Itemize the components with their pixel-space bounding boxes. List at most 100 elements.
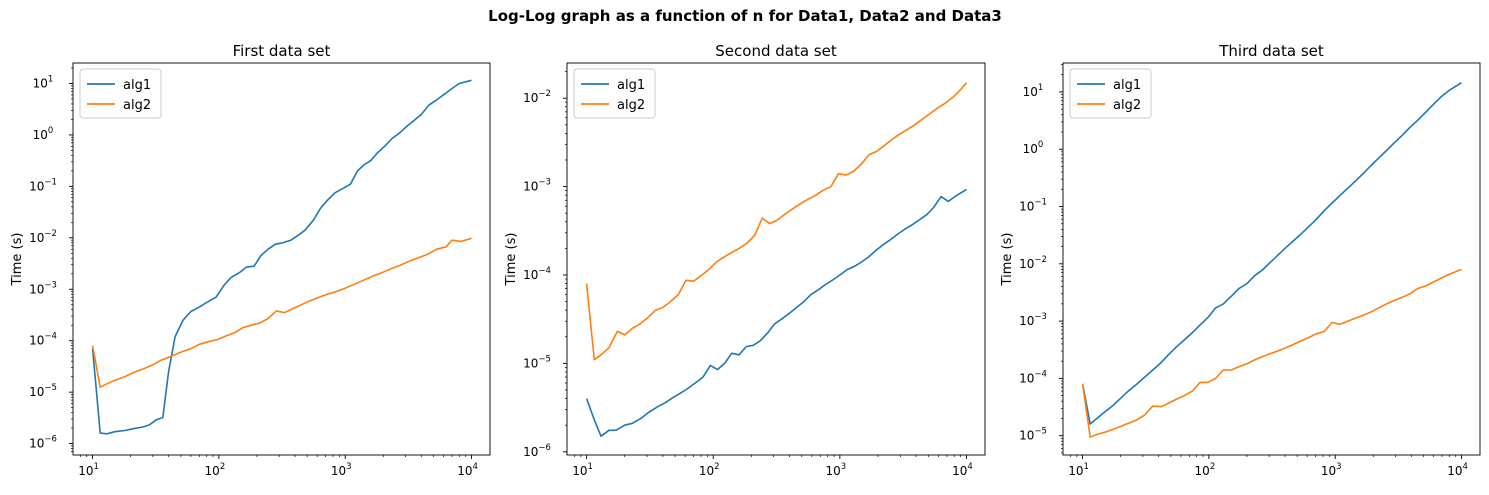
y-tick-exponent: 0 — [1038, 140, 1043, 150]
series-line-alg1 — [1081, 82, 1462, 425]
figure-suptitle: Log-Log graph as a function of n for Dat… — [488, 7, 1002, 25]
series-line-alg2 — [1081, 268, 1462, 438]
y-tick-label: 10−4 — [29, 332, 57, 348]
series-line-alg1 — [585, 188, 967, 438]
x-tick-label: 103 — [331, 462, 352, 478]
x-tick-base: 10 — [1068, 464, 1083, 478]
x-tick-exponent: 3 — [841, 462, 846, 472]
x-tick-exponent: 3 — [346, 462, 351, 472]
legend-box — [1069, 68, 1152, 119]
legend: alg1 alg2 — [79, 68, 162, 119]
y-tick-base: 10 — [29, 334, 44, 348]
y-tick-label: 10−5 — [29, 383, 57, 399]
y-tick-label: 101 — [1023, 83, 1044, 99]
x-tick-base: 10 — [331, 464, 346, 478]
legend: alg1 alg2 — [1069, 68, 1152, 119]
x-tick-base: 10 — [1447, 464, 1462, 478]
y-tick-base: 10 — [33, 76, 48, 90]
panel-title: Second data set — [715, 42, 837, 60]
y-tick-exponent: −3 — [44, 280, 57, 290]
y-tick-base: 10 — [523, 91, 538, 105]
y-tick-base: 10 — [1023, 85, 1038, 99]
y-tick-base: 10 — [29, 437, 44, 451]
x-tick-exponent: 4 — [472, 462, 477, 472]
y-tick-base: 10 — [1023, 142, 1038, 156]
legend-label-alg1: alg1 — [617, 78, 645, 93]
x-tick-label: 103 — [826, 462, 847, 478]
y-tick-exponent: −4 — [44, 332, 57, 342]
x-tick-base: 10 — [952, 464, 967, 478]
y-tick-exponent: 1 — [48, 74, 53, 84]
y-tick-label: 10−4 — [1019, 369, 1047, 385]
y-tick-exponent: −1 — [1034, 198, 1047, 208]
y-tick-exponent: −3 — [1034, 312, 1047, 322]
y-tick-label: 10−2 — [1019, 255, 1047, 271]
x-tick-label: 103 — [1321, 462, 1342, 478]
y-tick-exponent: −5 — [1034, 427, 1047, 437]
y-tick-label: 10−3 — [1019, 312, 1047, 328]
x-tick-label: 104 — [952, 462, 973, 478]
y-axis-label: Time (s) — [10, 233, 25, 287]
x-tick-exponent: 3 — [1336, 462, 1341, 472]
legend-label-alg1: alg1 — [1113, 78, 1141, 93]
y-tick-label: 10−2 — [29, 229, 57, 245]
legend-label-alg2: alg2 — [1113, 98, 1141, 113]
y-tick-label: 10−5 — [1019, 427, 1047, 443]
y-tick-base: 10 — [1019, 200, 1034, 214]
x-tick-exponent: 1 — [1083, 462, 1088, 472]
x-tick-label: 104 — [457, 462, 478, 478]
y-tick-base: 10 — [1019, 429, 1034, 443]
x-tick-exponent: 1 — [588, 462, 593, 472]
y-tick-base: 10 — [29, 282, 44, 296]
y-tick-base: 10 — [1019, 371, 1034, 385]
x-tick-base: 10 — [699, 464, 714, 478]
y-tick-base: 10 — [523, 356, 538, 370]
y-tick-base: 10 — [33, 128, 48, 142]
y-tick-label: 10−1 — [1019, 198, 1047, 214]
panel-title: First data set — [233, 42, 331, 60]
x-tick-base: 10 — [1321, 464, 1336, 478]
y-tick-label: 10−6 — [29, 435, 57, 451]
series-line-alg2 — [91, 237, 472, 389]
y-tick-label: 100 — [33, 126, 54, 142]
y-tick-exponent: −5 — [538, 354, 551, 364]
legend-box — [573, 68, 656, 119]
y-tick-label: 10−5 — [523, 354, 551, 370]
series-line-alg1 — [91, 79, 472, 435]
x-tick-exponent: 2 — [1210, 462, 1215, 472]
legend-label-alg2: alg2 — [123, 98, 151, 113]
legend-box — [79, 68, 162, 119]
x-tick-base: 10 — [78, 464, 93, 478]
x-tick-base: 10 — [572, 464, 587, 478]
y-tick-exponent: −2 — [538, 89, 551, 99]
y-tick-label: 101 — [33, 74, 54, 90]
y-tick-label: 10−1 — [29, 177, 57, 193]
y-tick-exponent: −5 — [44, 383, 57, 393]
x-tick-label: 102 — [1195, 462, 1216, 478]
x-tick-exponent: 4 — [1462, 462, 1467, 472]
x-tick-base: 10 — [457, 464, 472, 478]
y-tick-base: 10 — [1019, 314, 1034, 328]
x-tick-label: 101 — [1068, 462, 1089, 478]
y-tick-base: 10 — [29, 179, 44, 193]
x-tick-base: 10 — [826, 464, 841, 478]
y-tick-exponent: −2 — [44, 229, 57, 239]
axes-frame — [566, 62, 986, 456]
x-tick-exponent: 1 — [93, 462, 98, 472]
y-axis-label: Time (s) — [504, 233, 519, 287]
x-tick-base: 10 — [205, 464, 220, 478]
y-tick-exponent: −4 — [538, 266, 551, 276]
y-tick-exponent: −1 — [44, 177, 57, 187]
y-tick-exponent: −4 — [1034, 369, 1047, 379]
y-tick-exponent: −6 — [44, 435, 57, 445]
axes-frame — [1062, 62, 1481, 456]
y-tick-base: 10 — [29, 231, 44, 245]
x-tick-label: 102 — [205, 462, 226, 478]
x-tick-exponent: 2 — [714, 462, 719, 472]
y-tick-label: 10−3 — [523, 178, 551, 194]
y-tick-exponent: 1 — [1038, 83, 1043, 93]
